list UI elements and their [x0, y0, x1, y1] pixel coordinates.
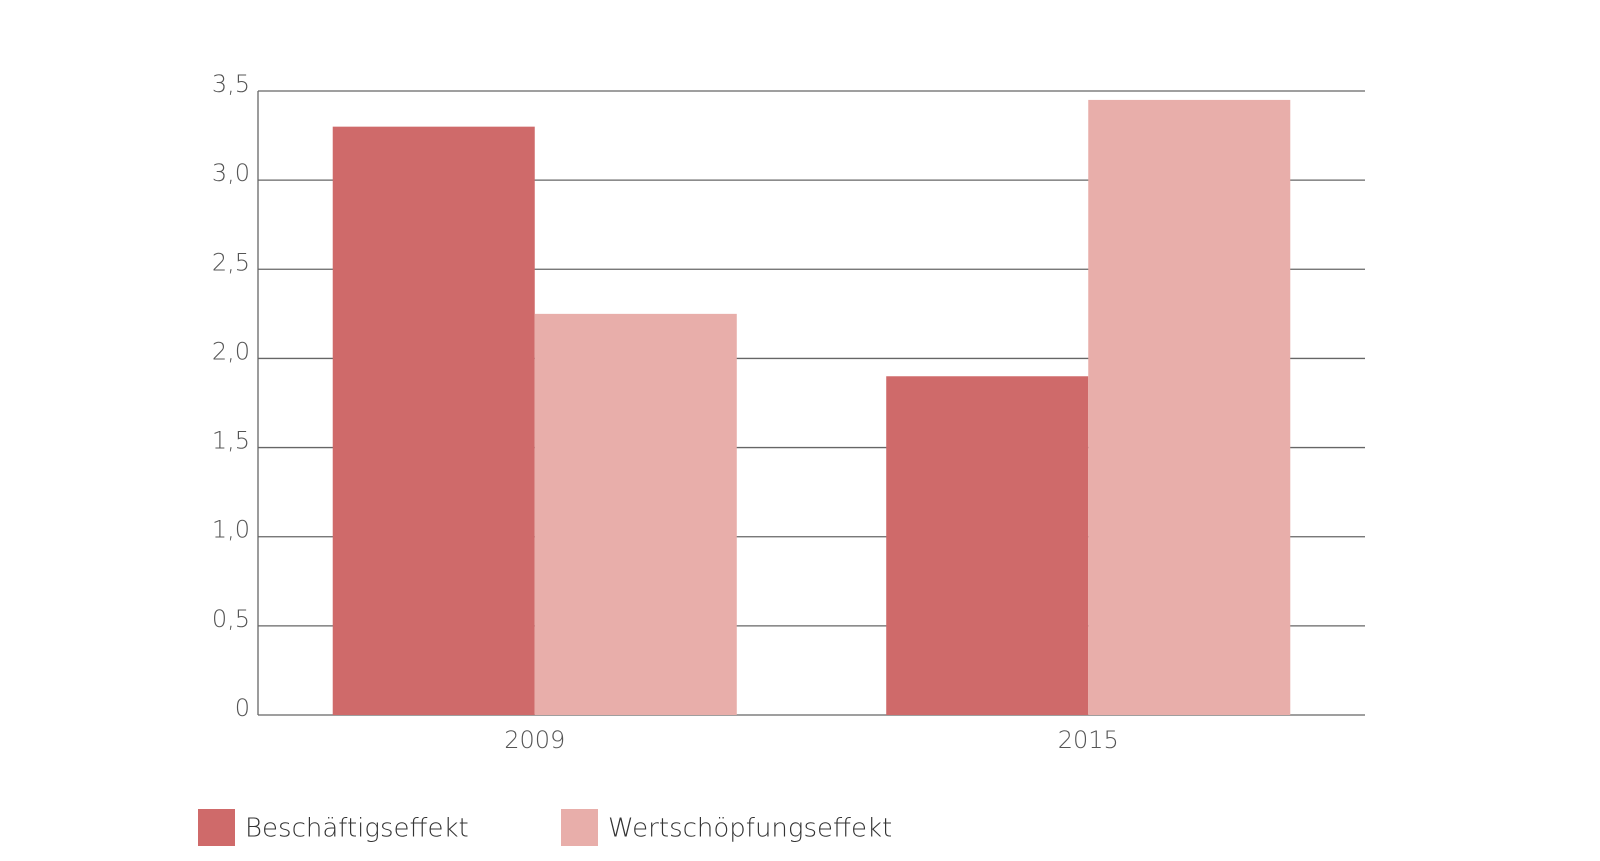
bar	[1088, 99, 1291, 715]
y-tick-label: 3,0	[212, 159, 250, 187]
x-tick-label: 2015	[1058, 726, 1119, 754]
y-tick-label: 2,0	[212, 337, 250, 365]
y-tick-label: 1,0	[212, 516, 250, 544]
legend-swatch	[198, 809, 235, 846]
bar	[886, 376, 1089, 715]
legend-swatch	[561, 809, 598, 846]
y-tick-label: 0	[235, 694, 250, 722]
y-tick-label: 0,5	[212, 605, 250, 633]
bar	[534, 313, 737, 715]
y-tick-label: 2,5	[212, 248, 250, 276]
y-tick-label: 1,5	[212, 427, 250, 455]
legend-label: Beschäftigseffekt	[245, 814, 469, 844]
y-tick-label: 3,5	[212, 70, 250, 98]
bar	[332, 126, 535, 715]
legend-label: Wertschöpfungseffekt	[608, 814, 892, 844]
x-tick-label: 2009	[504, 726, 565, 754]
